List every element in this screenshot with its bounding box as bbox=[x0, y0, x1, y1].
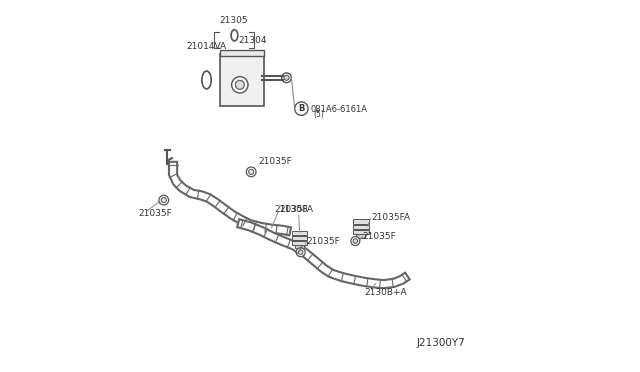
Circle shape bbox=[161, 198, 166, 203]
Circle shape bbox=[294, 102, 308, 115]
Polygon shape bbox=[353, 230, 369, 234]
Polygon shape bbox=[353, 219, 369, 224]
Circle shape bbox=[298, 250, 303, 254]
FancyBboxPatch shape bbox=[220, 54, 264, 106]
Text: 21305: 21305 bbox=[220, 16, 248, 25]
Text: 21014VA: 21014VA bbox=[186, 42, 226, 51]
Text: 21308: 21308 bbox=[279, 205, 308, 214]
Text: 21035F: 21035F bbox=[306, 237, 340, 246]
Circle shape bbox=[296, 248, 305, 257]
Ellipse shape bbox=[202, 71, 211, 89]
Text: J21300Y7: J21300Y7 bbox=[417, 338, 465, 348]
Circle shape bbox=[284, 75, 289, 80]
Text: 21304: 21304 bbox=[238, 36, 267, 45]
Polygon shape bbox=[353, 225, 369, 229]
Text: 21035F: 21035F bbox=[258, 157, 292, 166]
Circle shape bbox=[353, 239, 358, 243]
Polygon shape bbox=[292, 236, 307, 240]
Text: 081A6-6161A: 081A6-6161A bbox=[310, 105, 368, 114]
Polygon shape bbox=[169, 162, 291, 235]
Text: 21035FA: 21035FA bbox=[275, 205, 314, 214]
Circle shape bbox=[246, 167, 256, 177]
Text: (5): (5) bbox=[313, 110, 324, 119]
Polygon shape bbox=[292, 241, 307, 245]
Text: 21035F: 21035F bbox=[363, 232, 397, 241]
Text: 2130B+A: 2130B+A bbox=[364, 288, 406, 296]
Circle shape bbox=[236, 80, 244, 89]
Circle shape bbox=[351, 237, 360, 246]
Polygon shape bbox=[296, 245, 303, 248]
Polygon shape bbox=[356, 234, 365, 238]
Polygon shape bbox=[237, 219, 410, 288]
Circle shape bbox=[248, 169, 254, 174]
Polygon shape bbox=[220, 50, 264, 56]
Text: B: B bbox=[298, 104, 305, 113]
Circle shape bbox=[159, 195, 168, 205]
Text: 21035FA: 21035FA bbox=[371, 213, 410, 222]
Ellipse shape bbox=[231, 30, 238, 41]
Circle shape bbox=[282, 73, 291, 83]
Polygon shape bbox=[292, 231, 307, 235]
Circle shape bbox=[232, 77, 248, 93]
Text: 21035F: 21035F bbox=[138, 209, 172, 218]
